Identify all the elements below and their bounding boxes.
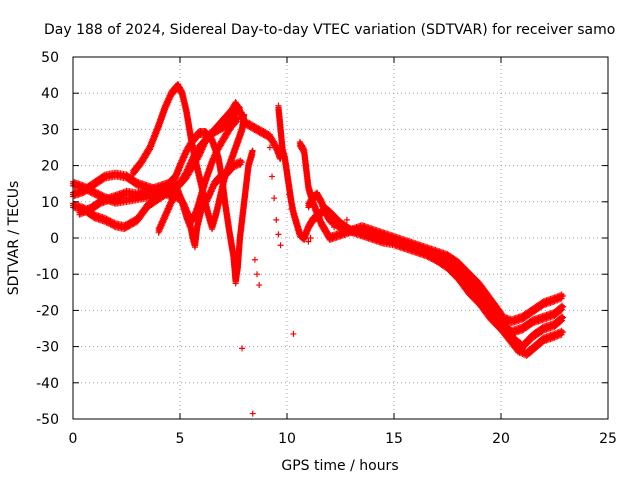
- data-point: [218, 126, 225, 133]
- data-point: [182, 173, 189, 180]
- data-point: [177, 164, 183, 171]
- data-point: [234, 108, 241, 115]
- data-point: [178, 161, 185, 168]
- data-point: [130, 221, 137, 228]
- data-point: [182, 151, 189, 158]
- data-point: [187, 163, 194, 170]
- data-points: [70, 80, 567, 417]
- data-point: [181, 154, 188, 161]
- data-point: [123, 224, 130, 231]
- data-point: [122, 225, 129, 232]
- data-point: [182, 153, 189, 160]
- data-point: [211, 130, 218, 137]
- data-point: [249, 148, 256, 155]
- data-point: [185, 166, 192, 173]
- data-point: [184, 168, 191, 175]
- data-point: [119, 193, 126, 200]
- data-point: [177, 163, 184, 170]
- data-point: [126, 223, 133, 230]
- data-point: [236, 104, 243, 111]
- data-point: [120, 192, 127, 199]
- data-point: [214, 129, 221, 136]
- data-point: [184, 170, 191, 177]
- data-point: [187, 161, 194, 168]
- data-point: [180, 157, 187, 164]
- data-point: [125, 223, 132, 230]
- series-track-3: [76, 128, 256, 287]
- data-point: [178, 160, 185, 167]
- data-point: [216, 127, 223, 134]
- data-point: [179, 158, 186, 165]
- data-point: [121, 226, 128, 233]
- data-point: [185, 167, 192, 174]
- data-point: [235, 107, 242, 114]
- data-point: [111, 223, 118, 230]
- data-point: [131, 220, 138, 227]
- data-point: [186, 164, 193, 171]
- data-point: [180, 155, 187, 162]
- data-point: [127, 222, 134, 229]
- data-point: [219, 126, 226, 133]
- data-point: [183, 171, 190, 178]
- data-point: [129, 221, 136, 228]
- data-point: [212, 129, 219, 136]
- data-point: [215, 128, 222, 135]
